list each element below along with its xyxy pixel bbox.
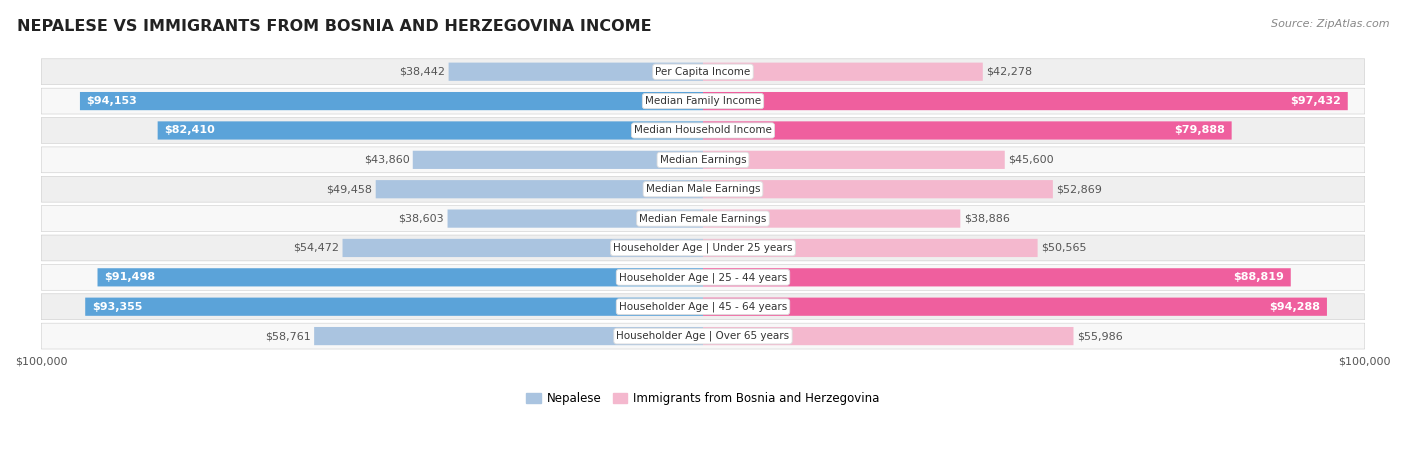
FancyBboxPatch shape <box>41 147 1365 173</box>
FancyBboxPatch shape <box>703 268 1291 286</box>
Text: NEPALESE VS IMMIGRANTS FROM BOSNIA AND HERZEGOVINA INCOME: NEPALESE VS IMMIGRANTS FROM BOSNIA AND H… <box>17 19 651 34</box>
FancyBboxPatch shape <box>80 92 703 110</box>
FancyBboxPatch shape <box>447 210 703 228</box>
Text: $58,761: $58,761 <box>266 331 311 341</box>
FancyBboxPatch shape <box>703 92 1348 110</box>
FancyBboxPatch shape <box>314 327 703 345</box>
FancyBboxPatch shape <box>449 63 703 81</box>
Text: Median Household Income: Median Household Income <box>634 126 772 135</box>
FancyBboxPatch shape <box>41 323 1365 349</box>
Text: $50,565: $50,565 <box>1040 243 1087 253</box>
FancyBboxPatch shape <box>41 118 1365 143</box>
FancyBboxPatch shape <box>703 121 1232 140</box>
Text: $45,600: $45,600 <box>1008 155 1053 165</box>
Text: $38,886: $38,886 <box>963 213 1010 224</box>
FancyBboxPatch shape <box>703 180 1053 198</box>
FancyBboxPatch shape <box>41 205 1365 232</box>
FancyBboxPatch shape <box>97 268 703 286</box>
FancyBboxPatch shape <box>41 294 1365 319</box>
Text: Householder Age | Over 65 years: Householder Age | Over 65 years <box>616 331 790 341</box>
FancyBboxPatch shape <box>41 59 1365 85</box>
FancyBboxPatch shape <box>343 239 703 257</box>
FancyBboxPatch shape <box>41 235 1365 261</box>
FancyBboxPatch shape <box>413 151 703 169</box>
Legend: Nepalese, Immigrants from Bosnia and Herzegovina: Nepalese, Immigrants from Bosnia and Her… <box>522 387 884 410</box>
FancyBboxPatch shape <box>703 327 1074 345</box>
FancyBboxPatch shape <box>703 297 1327 316</box>
Text: $42,278: $42,278 <box>986 67 1032 77</box>
Text: $38,603: $38,603 <box>399 213 444 224</box>
Text: $93,355: $93,355 <box>91 302 142 311</box>
FancyBboxPatch shape <box>41 176 1365 202</box>
Text: $49,458: $49,458 <box>326 184 373 194</box>
Text: Source: ZipAtlas.com: Source: ZipAtlas.com <box>1271 19 1389 28</box>
FancyBboxPatch shape <box>86 297 703 316</box>
FancyBboxPatch shape <box>703 63 983 81</box>
Text: $43,860: $43,860 <box>364 155 409 165</box>
Text: Median Earnings: Median Earnings <box>659 155 747 165</box>
Text: $82,410: $82,410 <box>165 126 215 135</box>
Text: $88,819: $88,819 <box>1233 272 1284 283</box>
Text: $54,472: $54,472 <box>294 243 339 253</box>
Text: $38,442: $38,442 <box>399 67 446 77</box>
FancyBboxPatch shape <box>41 88 1365 114</box>
Text: $91,498: $91,498 <box>104 272 155 283</box>
FancyBboxPatch shape <box>703 239 1038 257</box>
Text: Householder Age | 25 - 44 years: Householder Age | 25 - 44 years <box>619 272 787 283</box>
Text: $55,986: $55,986 <box>1077 331 1122 341</box>
FancyBboxPatch shape <box>157 121 703 140</box>
Text: $97,432: $97,432 <box>1291 96 1341 106</box>
FancyBboxPatch shape <box>703 210 960 228</box>
Text: Median Family Income: Median Family Income <box>645 96 761 106</box>
Text: Median Male Earnings: Median Male Earnings <box>645 184 761 194</box>
FancyBboxPatch shape <box>375 180 703 198</box>
FancyBboxPatch shape <box>41 264 1365 290</box>
Text: $79,888: $79,888 <box>1174 126 1225 135</box>
Text: $94,288: $94,288 <box>1270 302 1320 311</box>
Text: Median Female Earnings: Median Female Earnings <box>640 213 766 224</box>
Text: $94,153: $94,153 <box>87 96 138 106</box>
FancyBboxPatch shape <box>703 151 1005 169</box>
Text: $52,869: $52,869 <box>1056 184 1102 194</box>
Text: Per Capita Income: Per Capita Income <box>655 67 751 77</box>
Text: Householder Age | 45 - 64 years: Householder Age | 45 - 64 years <box>619 302 787 312</box>
Text: Householder Age | Under 25 years: Householder Age | Under 25 years <box>613 243 793 253</box>
